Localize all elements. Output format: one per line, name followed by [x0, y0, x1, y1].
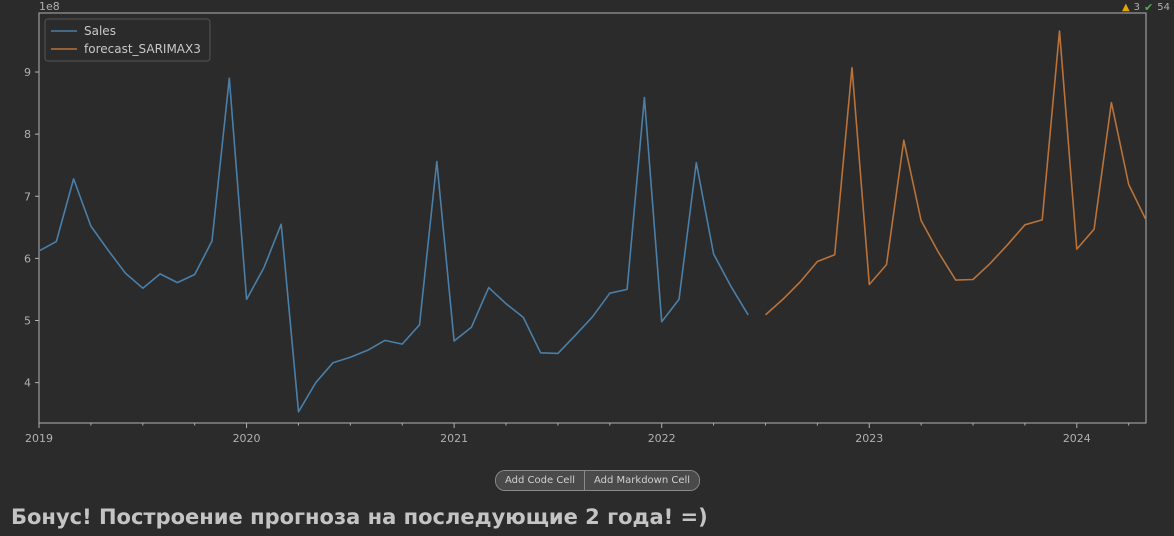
chart-axes: 1e8 4 5 6 7 8 9 2019 2020 2021 2022 2023 2024 — [24, 0, 1147, 445]
y-tick-label: 9 — [24, 66, 31, 79]
y-tick-label: 4 — [24, 377, 31, 390]
warning-icon: ▲ — [1121, 1, 1130, 13]
warning-count: 3 — [1133, 1, 1141, 13]
x-tick-label: 2019 — [25, 432, 53, 445]
x-tick-label: 2020 — [233, 432, 261, 445]
sales-forecast-chart: 1e8 4 5 6 7 8 9 2019 2020 2021 2022 2023 2024 Sales f… — [24, 0, 1147, 445]
chart-series — [38, 30, 1147, 413]
legend-label: Sales — [84, 24, 116, 38]
x-tick-label: 2024 — [1063, 432, 1091, 445]
y-tick-label: 8 — [24, 128, 31, 141]
series-line-forecast_SARIMAX3 — [764, 30, 1147, 316]
series-line-Sales — [38, 77, 749, 413]
x-tick-label: 2021 — [440, 432, 468, 445]
y-tick-label: 6 — [24, 252, 31, 265]
ok-count: 54 — [1157, 1, 1170, 13]
inspection-widget[interactable]: ▲ 3 ✔ 54 — [1122, 0, 1170, 14]
chart-legend: Sales forecast_SARIMAX3 — [44, 18, 211, 62]
cell-insert-toolbar: Add Code Cell Add Markdown Cell — [495, 470, 701, 491]
x-tick-label: 2023 — [855, 432, 883, 445]
check-icon: ✔ — [1144, 0, 1154, 14]
add-markdown-cell-button[interactable]: Add Markdown Cell — [585, 471, 700, 490]
toolbar-divider — [584, 471, 586, 490]
markdown-heading[interactable]: Бонус! Построение прогноза на последующи… — [11, 505, 708, 529]
legend-box — [44, 18, 211, 62]
y-offset-text: 1e8 — [39, 0, 60, 13]
legend-label: forecast_SARIMAX3 — [84, 42, 201, 56]
x-tick-label: 2022 — [648, 432, 676, 445]
y-tick-label: 5 — [24, 315, 31, 328]
add-code-cell-button[interactable]: Add Code Cell — [496, 471, 585, 490]
plot-frame — [38, 12, 1147, 424]
y-tick-label: 7 — [24, 190, 31, 203]
